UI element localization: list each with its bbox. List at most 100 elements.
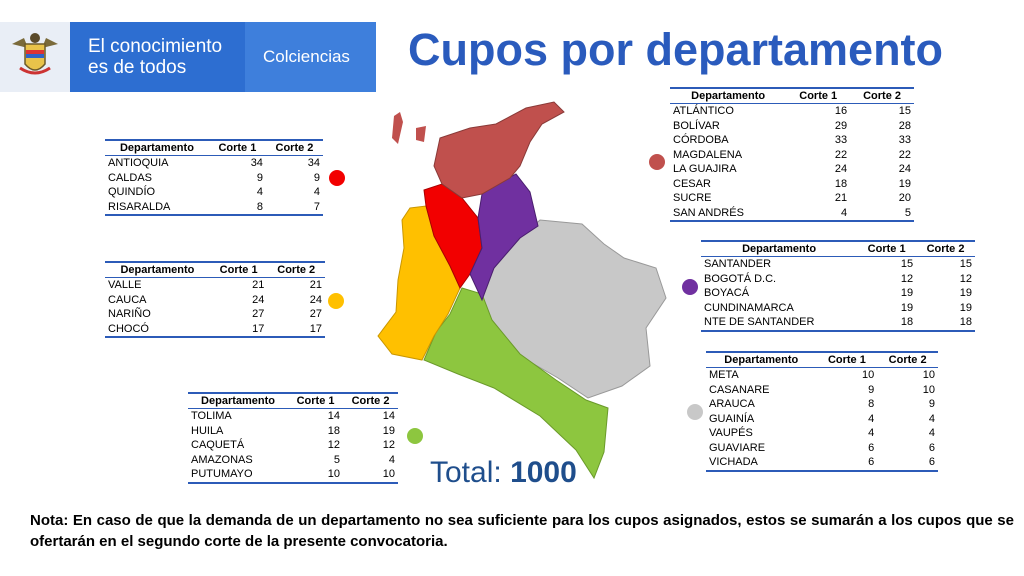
cell-dept: META — [709, 369, 739, 382]
brand-label: Colciencias — [245, 22, 376, 92]
total-value: 1000 — [510, 456, 577, 489]
table-row: AMAZONAS 5 4 — [188, 453, 398, 468]
col-header: Corte 1 — [208, 139, 266, 156]
table-row: VAUPÉS 4 4 — [706, 426, 938, 441]
cell-corte2: 5 — [850, 205, 914, 222]
cell-corte1: 21 — [252, 279, 265, 292]
purple-region — [469, 173, 539, 302]
table-gray: Departamento Corte 1 Corte 2 META 10 10 CA… — [706, 351, 938, 472]
cell-dept: HUILA — [191, 424, 224, 437]
cell-corte1: 21 — [834, 192, 848, 205]
table-row: ARAUCA 8 9 — [706, 397, 938, 412]
cell-corte2: 28 — [898, 119, 911, 132]
cell-corte2: 9 — [313, 171, 320, 184]
col-header: Departamento — [670, 87, 787, 104]
cell-dept: ANTIOQUIA — [108, 157, 169, 170]
cell-dept: GUAVIARE — [709, 441, 766, 454]
cell-corte1: 4 — [868, 412, 875, 425]
table-row: BOLÍVAR 29 28 — [670, 119, 914, 134]
cell-dept: VAUPÉS — [709, 427, 753, 440]
cell-dept: CUNDINAMARCA — [704, 301, 794, 314]
cell-corte2: 7 — [265, 199, 323, 216]
cell-dept: SAN ANDRÉS — [670, 205, 787, 222]
col-header: Departamento — [706, 351, 817, 368]
col-header: Corte 1 — [209, 261, 268, 278]
cell-dept: ATLÁNTICO — [673, 105, 734, 118]
legend-dot-purple — [682, 279, 698, 295]
table-row: QUINDÍO 4 4 — [105, 185, 323, 200]
table-row: PUTUMAYO 10 10 — [188, 467, 398, 484]
cell-dept: AMAZONAS — [191, 453, 253, 466]
cell-corte2: 21 — [309, 279, 322, 292]
table-row: VALLE 21 21 — [105, 278, 325, 293]
table-row: CUNDINAMARCA 19 19 — [701, 301, 975, 316]
cell-corte1: 15 — [900, 258, 914, 271]
cell-dept: CAQUETÁ — [191, 439, 245, 452]
col-header: Corte 1 — [786, 87, 851, 104]
legend-dot-green — [407, 428, 423, 444]
cell-corte1: 12 — [900, 272, 914, 285]
cell-corte1: 17 — [209, 321, 268, 338]
total-count: Total: 1000 — [430, 456, 577, 490]
cell-corte1: 4 — [256, 186, 263, 199]
cell-corte2: 24 — [309, 293, 322, 306]
cell-corte2: 34 — [307, 157, 320, 170]
col-header: Corte 2 — [916, 240, 975, 257]
cell-dept: SANTANDER — [704, 258, 772, 271]
cell-dept: NTE DE SANTANDER — [701, 315, 858, 332]
table-row: META 10 10 — [706, 368, 938, 383]
cell-corte1: 18 — [857, 315, 917, 332]
cell-corte1: 4 — [868, 427, 875, 440]
slogan-text: El conocimiento es de todos — [70, 22, 245, 92]
cell-corte2: 12 — [382, 439, 395, 452]
cell-corte2: 24 — [898, 163, 911, 176]
colombia-map — [377, 101, 667, 480]
cell-corte2: 18 — [916, 315, 975, 332]
col-header: Departamento — [188, 392, 289, 409]
san-andres-island — [392, 112, 403, 144]
cell-corte2: 6 — [877, 455, 938, 472]
cell-corte1: 10 — [288, 467, 344, 484]
cell-corte2: 19 — [382, 424, 395, 437]
cell-dept: VICHADA — [706, 455, 817, 472]
cell-dept: NARIÑO — [108, 308, 151, 321]
legend-dot-red — [329, 170, 345, 186]
cell-corte2: 9 — [928, 398, 935, 411]
col-header: Departamento — [105, 261, 210, 278]
col-header: Corte 2 — [343, 392, 398, 409]
cell-corte2: 10 — [922, 369, 935, 382]
table-row: ATLÁNTICO 16 15 — [670, 104, 914, 119]
cell-corte2: 4 — [928, 412, 935, 425]
col-header: Corte 2 — [877, 351, 938, 368]
cell-corte2: 6 — [928, 441, 935, 454]
table-row: VICHADA 6 6 — [706, 455, 938, 472]
table-row: CALDAS 9 9 — [105, 171, 323, 186]
table-brown: Departamento Corte 1 Corte 2 ATLÁNTICO 16… — [670, 87, 914, 222]
cell-corte2: 10 — [343, 467, 398, 484]
cell-corte2: 20 — [898, 192, 911, 205]
table-row: TOLIMA 14 14 — [188, 409, 398, 424]
coat-of-arms-logo — [0, 22, 70, 92]
table-row: GUAVIARE 6 6 — [706, 441, 938, 456]
col-header: Corte 2 — [267, 261, 325, 278]
cell-dept: ARAUCA — [709, 398, 755, 411]
table-row: MAGDALENA 22 22 — [670, 148, 914, 163]
cell-corte1: 10 — [862, 369, 875, 382]
legend-dot-orange — [328, 293, 344, 309]
cell-corte2: 4 — [313, 186, 320, 199]
cell-corte2: 4 — [388, 453, 395, 466]
cell-corte2: 19 — [898, 177, 911, 190]
cell-dept: CAUCA — [108, 293, 147, 306]
page-title: Cupos por departamento — [408, 24, 944, 75]
cell-dept: CALDAS — [108, 171, 153, 184]
cell-corte1: 19 — [900, 301, 914, 314]
table-row: BOYACÁ 19 19 — [701, 286, 975, 301]
col-header: Corte 1 — [857, 240, 917, 257]
table-row: NTE DE SANTANDER 18 18 — [701, 315, 975, 332]
cell-corte1: 18 — [834, 177, 848, 190]
cell-dept: BOGOTÁ D.C. — [704, 272, 777, 285]
col-header: Departamento — [105, 139, 209, 156]
cell-corte1: 4 — [786, 205, 851, 222]
table-row: CAUCA 24 24 — [105, 293, 325, 308]
providencia-island — [416, 126, 426, 142]
